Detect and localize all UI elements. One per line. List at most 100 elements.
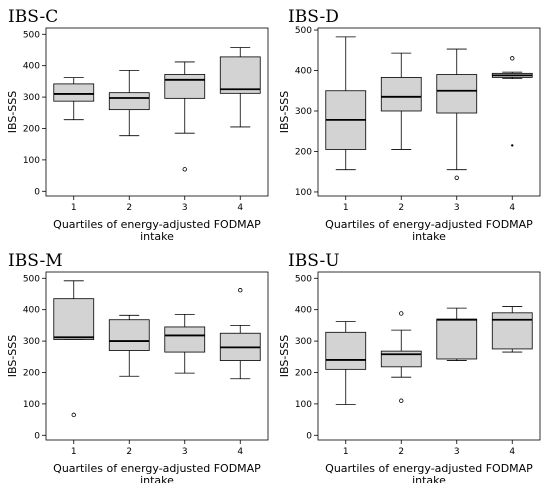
x-axis-label-line: intake	[412, 230, 446, 243]
y-tick-label: 300	[23, 337, 40, 347]
y-tick-label: 100	[23, 400, 40, 410]
chart-panel-1: IBS-C 0 100 200 300 400 500 1 2 3 4 IBS-SSS Quartile…	[6, 7, 269, 243]
x-axis-label: Quartiles of energy-adjusted FODMAP intak…	[325, 218, 533, 243]
iqr-box	[164, 326, 206, 353]
box-3	[436, 48, 478, 180]
y-tick-label: 200	[23, 124, 40, 134]
x-axis-label: Quartiles of energy-adjusted FODMAP intak…	[53, 218, 261, 243]
y-tick-label: 300	[295, 337, 312, 347]
y-tick-label: 300	[23, 93, 40, 103]
x-tick-label: 1	[71, 203, 77, 213]
chart-title: IBS-M	[8, 251, 63, 271]
box-2	[380, 311, 422, 403]
y-tick-label: 500	[295, 274, 312, 284]
y-tick-label: 500	[23, 30, 40, 40]
box-3	[436, 307, 478, 361]
y-tick-label: 100	[295, 188, 312, 198]
outlier-point	[399, 311, 404, 316]
chart-title: IBS-D	[288, 7, 339, 27]
iqr-box	[108, 92, 150, 111]
iqr-box	[164, 74, 206, 99]
y-tick-label: 400	[295, 306, 312, 316]
outlier-point	[238, 288, 243, 293]
extreme-point	[511, 144, 514, 147]
chart-panel-3: IBS-M 0 100 200 300 400 500 1 2 3 4 IBS-SSS Quartile…	[6, 251, 269, 483]
y-axis-label: IBS-SSS	[6, 335, 19, 378]
y-tick-label: 100	[23, 156, 40, 166]
x-axis-label-line: intake	[140, 474, 174, 483]
x-axis-label-line: Quartiles of energy-adjusted FODMAP	[53, 218, 261, 231]
iqr-box	[436, 318, 478, 360]
y-axis-label: IBS-SSS	[278, 91, 291, 134]
box-1	[53, 77, 95, 121]
x-tick-label: 3	[182, 447, 188, 457]
y-tick-label: 500	[295, 26, 312, 36]
y-tick-label: 0	[34, 431, 40, 441]
plot-frame	[45, 27, 269, 197]
y-tick-label: 100	[295, 400, 312, 410]
x-axis-label-line: intake	[140, 230, 174, 243]
y-tick-label: 0	[306, 431, 312, 441]
x-tick-label: 4	[509, 447, 515, 457]
iqr-box	[325, 331, 367, 370]
iqr-box	[108, 319, 150, 351]
y-tick-label: 300	[295, 107, 312, 117]
box-2	[380, 52, 422, 150]
x-tick-label: 4	[509, 203, 515, 213]
box-4	[219, 288, 261, 380]
box-1	[325, 36, 367, 171]
box-4	[491, 306, 533, 353]
box-1	[53, 280, 95, 418]
y-tick-label: 400	[23, 62, 40, 72]
outlier-point	[454, 175, 459, 180]
y-tick-label: 200	[295, 368, 312, 378]
chart-title: IBS-C	[8, 7, 58, 27]
chart-panel-4: IBS-U 0 100 200 300 400 500 1 2 3 4 IBS-SSS Quartile…	[278, 251, 541, 483]
outlier-point	[71, 412, 76, 418]
box-1	[325, 321, 367, 405]
x-tick-label: 4	[237, 203, 243, 213]
iqr-box	[380, 76, 422, 112]
x-tick-label: 3	[454, 447, 460, 457]
y-tick-label: 400	[295, 67, 312, 77]
iqr-box	[436, 74, 478, 114]
box-2	[108, 69, 150, 137]
x-tick-label: 3	[182, 203, 188, 213]
y-axis-label: IBS-SSS	[6, 91, 19, 134]
x-tick-label: 1	[71, 447, 77, 457]
chart-title: IBS-U	[288, 251, 340, 271]
iqr-box	[219, 56, 261, 94]
box-4	[491, 56, 533, 147]
x-tick-label: 2	[398, 447, 404, 457]
x-tick-label: 3	[454, 203, 460, 213]
y-tick-label: 500	[23, 274, 40, 284]
x-tick-label: 2	[126, 447, 132, 457]
x-tick-label: 2	[398, 203, 404, 213]
x-axis-label-line: Quartiles of energy-adjusted FODMAP	[325, 462, 533, 475]
x-tick-label: 1	[343, 203, 349, 213]
y-tick-label: 0	[34, 187, 40, 197]
y-tick-label: 400	[23, 306, 40, 316]
outlier-point	[399, 398, 404, 403]
outlier-point	[182, 167, 187, 172]
iqr-box	[53, 298, 95, 340]
y-tick-label: 200	[295, 147, 312, 157]
y-axis-label: IBS-SSS	[278, 335, 291, 378]
x-axis-label-line: Quartiles of energy-adjusted FODMAP	[53, 462, 261, 475]
box-3	[164, 313, 206, 374]
outlier-point	[510, 56, 515, 61]
x-tick-label: 1	[343, 447, 349, 457]
box-4	[219, 47, 261, 128]
x-axis-label-line: intake	[412, 474, 446, 483]
x-axis-label: Quartiles of energy-adjusted FODMAP intak…	[325, 462, 533, 483]
box-2	[108, 314, 150, 377]
chart-panel-2: IBS-D 100 200 300 400 500 1 2 3 4 IBS-SSS Quartiles…	[278, 7, 541, 243]
x-tick-label: 4	[237, 447, 243, 457]
iqr-box	[491, 312, 533, 350]
x-axis-label: Quartiles of energy-adjusted FODMAP intak…	[53, 462, 261, 483]
x-tick-label: 2	[126, 203, 132, 213]
x-axis-label-line: Quartiles of energy-adjusted FODMAP	[325, 218, 533, 231]
iqr-box	[53, 83, 95, 102]
box-3	[164, 61, 206, 172]
